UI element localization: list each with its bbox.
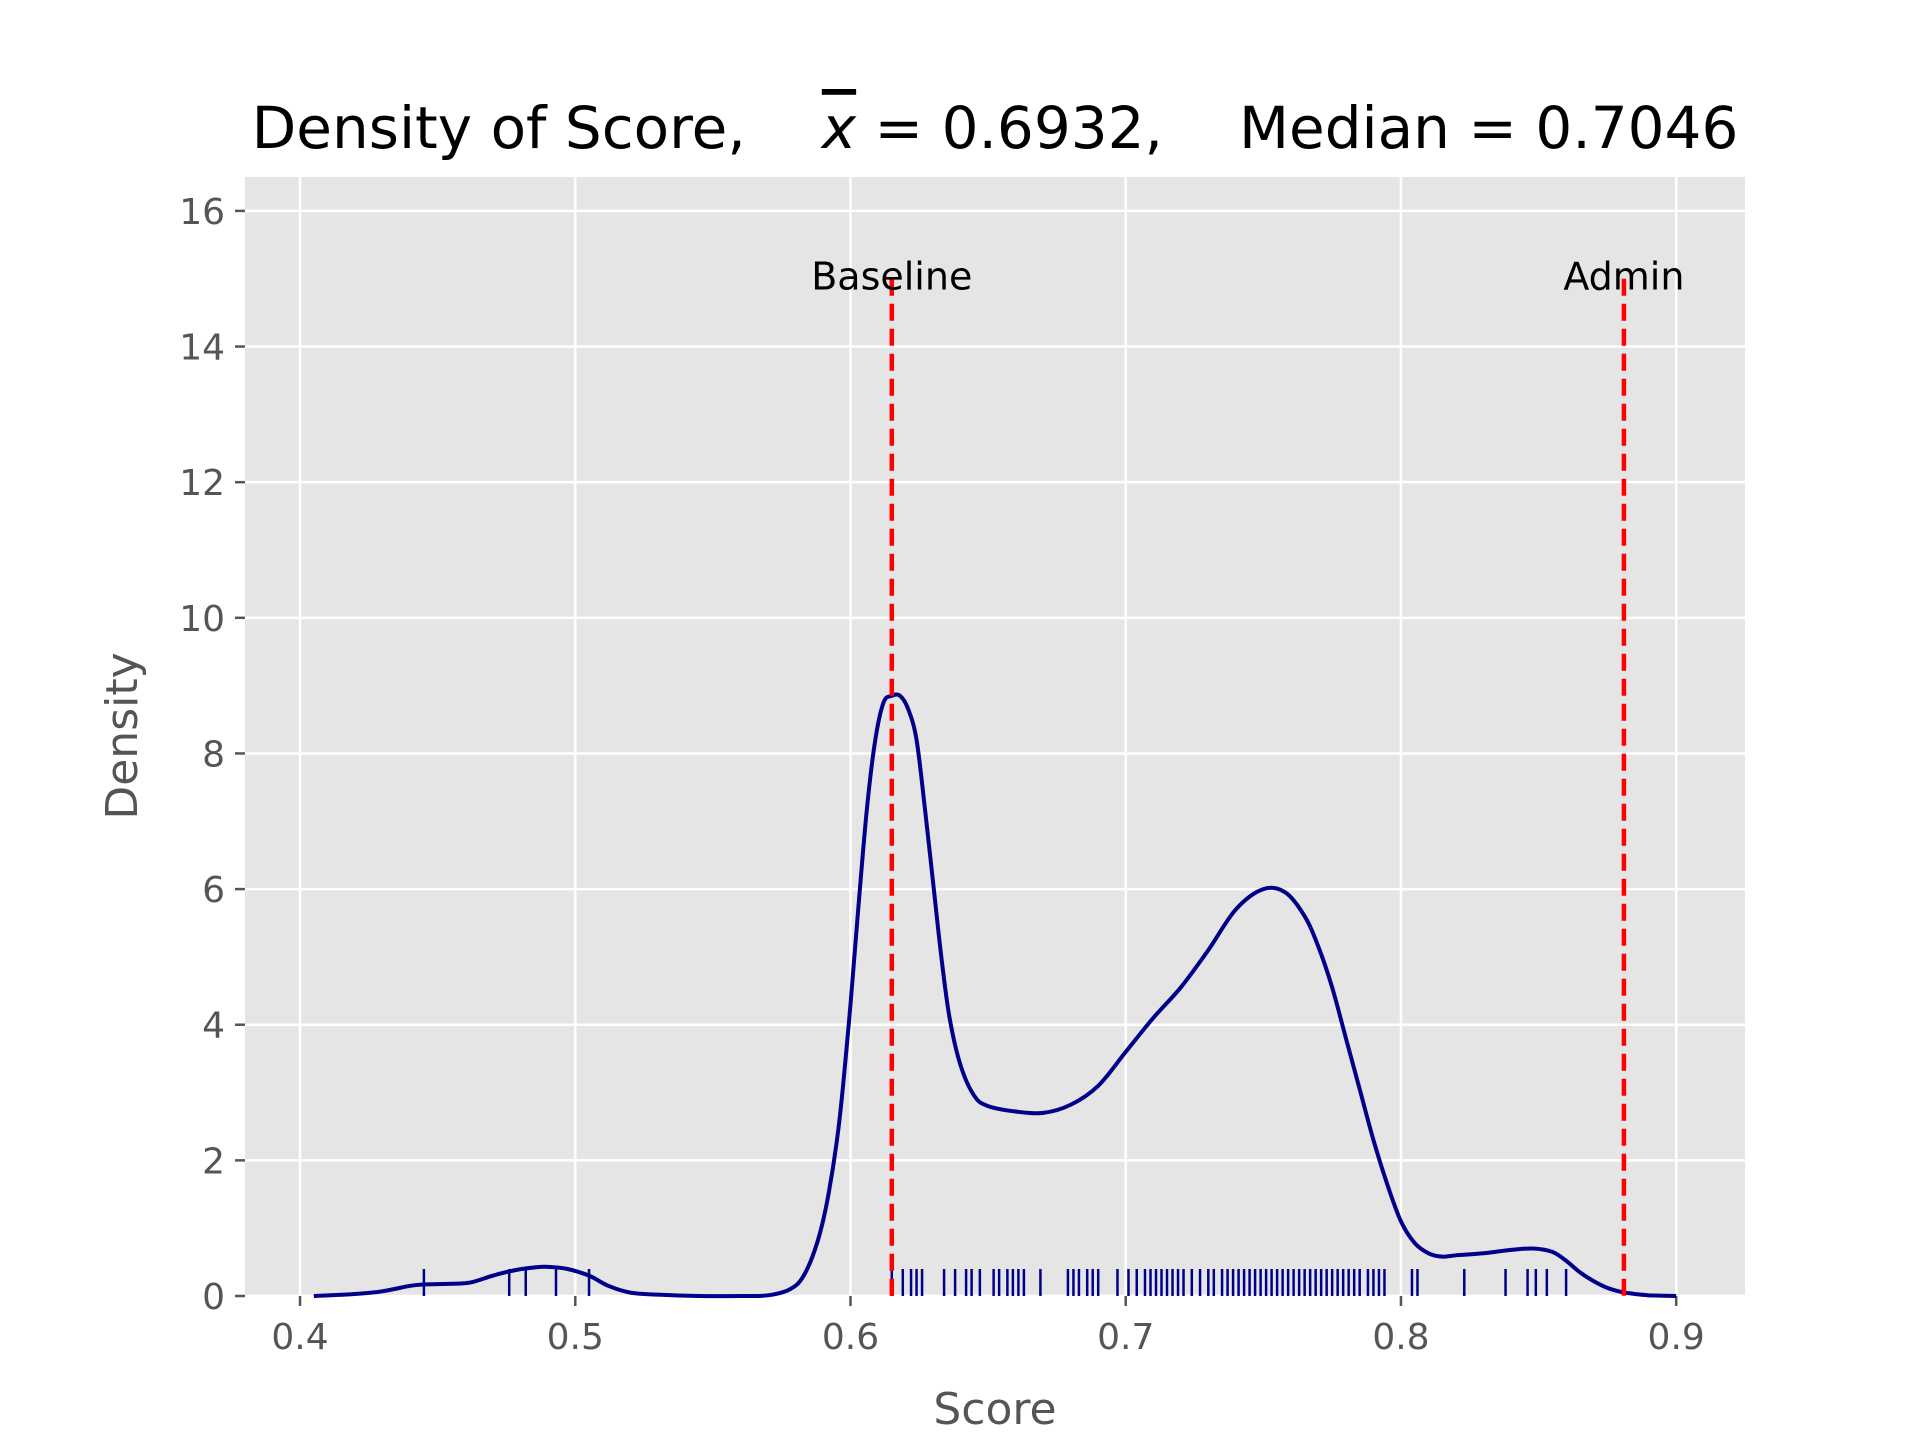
y-tick-label: 10: [179, 599, 225, 640]
rug-marks: [422, 1269, 1568, 1296]
x-axis-ticks: 0.4 0.5 0.6 0.7 0.8 0.9: [271, 1296, 1705, 1358]
y-tick-label: 2: [202, 1141, 225, 1182]
x-gridlines: [298, 177, 1678, 1296]
density-curve: [313, 692, 1677, 1299]
y-tick-label: 8: [202, 734, 225, 775]
y-axis-ticks: 0 2 4 6 8 10 12 14 16: [179, 192, 245, 1318]
y-axis-label: Density: [97, 652, 148, 819]
x-tick-label: 0.6: [822, 1317, 879, 1358]
y-tick-label: 6: [202, 870, 225, 911]
reference-label-admin: Admin: [1563, 255, 1684, 299]
title-mean-value: = 0.6932,: [856, 94, 1163, 162]
y-tick-label: 0: [202, 1277, 225, 1318]
chart-title: Density of Score, x = 0.6932, Median = 0.7…: [252, 94, 1739, 162]
y-tick-label: 14: [179, 328, 225, 369]
y-gridlines: [245, 209, 1745, 1298]
plot-background: [245, 177, 1745, 1296]
x-tick-label: 0.9: [1648, 1317, 1705, 1358]
reference-label-baseline: Baseline: [811, 255, 972, 299]
y-tick-label: 4: [202, 1006, 225, 1047]
reference-lines: Baseline Admin: [811, 255, 1684, 1296]
x-tick-label: 0.5: [547, 1317, 604, 1358]
x-tick-label: 0.4: [271, 1317, 328, 1358]
title-median: Median = 0.7046: [1239, 94, 1738, 162]
x-tick-label: 0.7: [1097, 1317, 1154, 1358]
x-axis-label: Score: [933, 1384, 1056, 1435]
y-tick-label: 16: [179, 192, 225, 233]
y-tick-label: 12: [179, 463, 225, 504]
title-prefix: Density of Score,: [252, 94, 746, 162]
title-mean-symbol: x: [820, 94, 857, 162]
x-tick-label: 0.8: [1372, 1317, 1429, 1358]
